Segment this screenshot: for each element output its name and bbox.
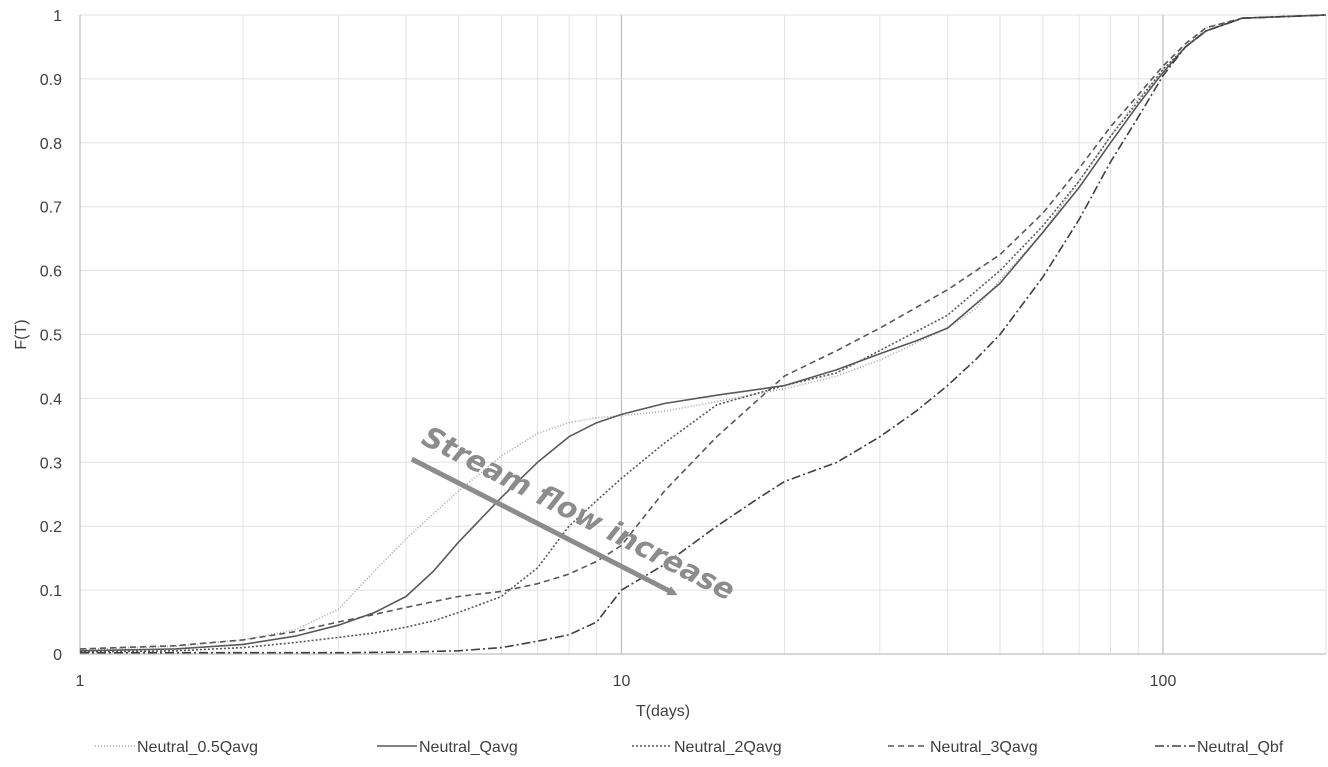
axes: 0 0.1 0.2 0.3 0.4 0.5 0.6 0.7 0.8 0.9 1 1 10 100: [40, 8, 1326, 690]
y-tick-label: 1: [53, 8, 62, 25]
series-line-neutral-3qavg: [79, 14, 1327, 650]
y-tick-label: 0.4: [40, 391, 62, 408]
x-tick-label: 10: [613, 673, 631, 690]
series-line-neutral-2qavg: [79, 14, 1327, 653]
annotation-arrow: [410, 456, 678, 596]
series-line-neutral-qbf: [80, 14, 1327, 654]
y-tick-label: 0.6: [40, 264, 62, 281]
legend-label: Neutral_2Qavg: [674, 739, 782, 756]
series-lines: [79, 14, 1327, 654]
annotation-text: Stream flow increase: [417, 419, 741, 607]
legend-label: Neutral_3Qavg: [930, 739, 1038, 756]
series-line-neutral-0-5qavg: [79, 14, 1327, 651]
annotation: Stream flow increase: [410, 419, 741, 607]
series-line-neutral-qavg: [79, 14, 1327, 652]
y-axis-title: F(T): [13, 319, 30, 349]
x-axis-title: T(days): [636, 703, 690, 720]
x-tick-label: 100: [1150, 673, 1177, 690]
x-tick-label: 1: [76, 673, 85, 690]
y-tick-label: 0.7: [40, 200, 62, 217]
y-tick-label: 0.1: [40, 583, 62, 600]
legend-label: Neutral_Qbf: [1197, 739, 1284, 756]
y-tick-label: 0.8: [40, 136, 62, 153]
y-tick-label: 0: [53, 647, 62, 664]
y-tick-label: 0.9: [40, 72, 62, 89]
legend: Neutral_0.5Qavg Neutral_Qavg Neutral_2Qavg…: [95, 739, 1284, 756]
y-tick-label: 0.2: [40, 519, 62, 536]
y-tick-label: 0.3: [40, 455, 62, 472]
legend-label: Neutral_Qavg: [419, 739, 518, 756]
legend-label: Neutral_0.5Qavg: [137, 739, 258, 756]
y-tick-label: 0.5: [40, 328, 62, 345]
